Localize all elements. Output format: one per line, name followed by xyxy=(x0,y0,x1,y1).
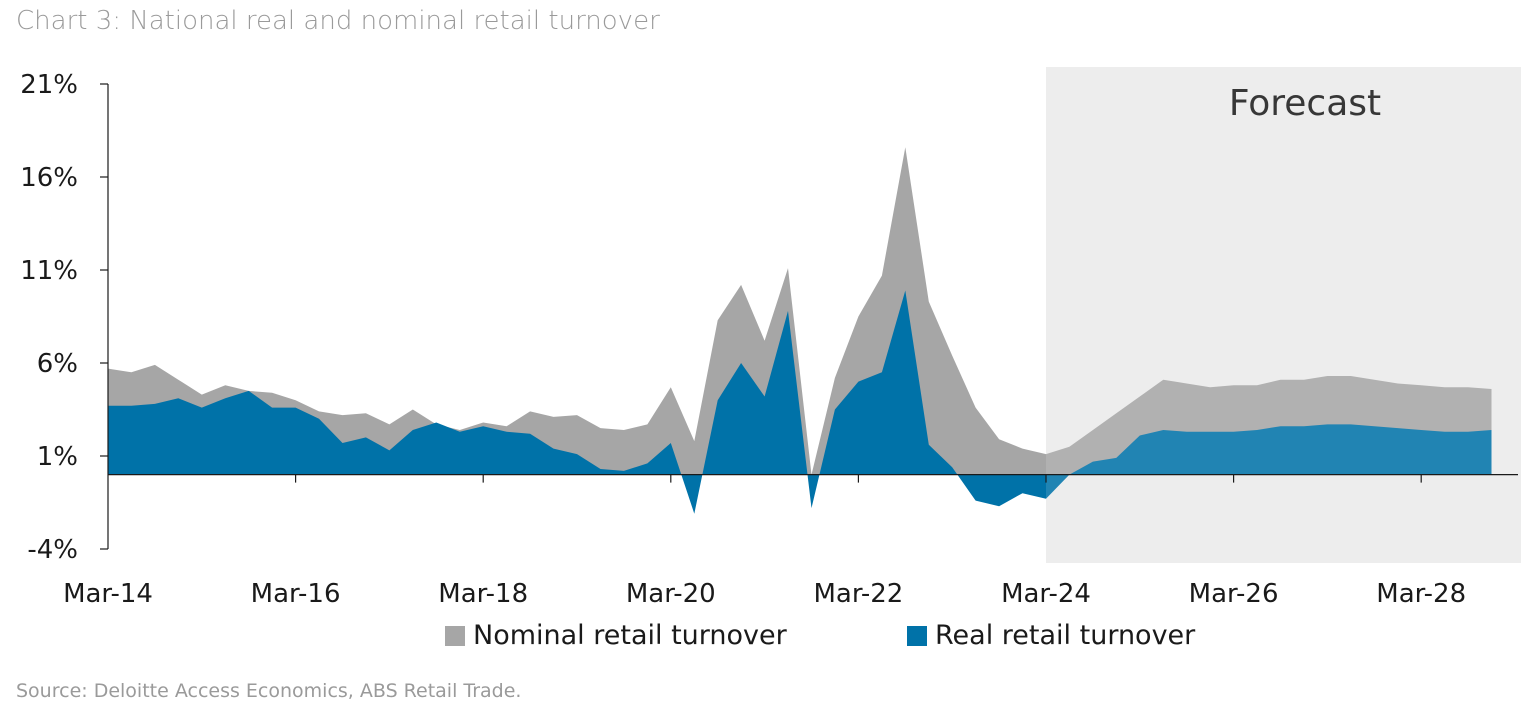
x-axis-ticks: Mar-14 Mar-16 Mar-18 Mar-20 Mar-22 Mar-24 Mar-… xyxy=(63,474,1466,609)
y-tick-label: 1% xyxy=(37,442,78,472)
legend-swatch-real xyxy=(907,625,927,646)
y-tick-label: 6% xyxy=(37,349,78,379)
legend-item-real: Real retail turnover xyxy=(907,620,1195,651)
legend-swatch-nominal xyxy=(445,625,465,646)
legend-label-real: Real retail turnover xyxy=(935,620,1196,651)
legend-label-nominal: Nominal retail turnover xyxy=(473,620,787,651)
chart-axes xyxy=(107,84,1518,549)
chart-areas xyxy=(108,67,1521,563)
y-tick-label: 11% xyxy=(20,256,78,286)
x-tick-label: Mar-28 xyxy=(1376,579,1466,609)
chart-title: Chart 3: National real and nominal retai… xyxy=(16,6,660,36)
x-tick-label: Mar-24 xyxy=(1001,579,1091,609)
x-tick-label: Mar-14 xyxy=(63,579,153,609)
x-tick-label: Mar-26 xyxy=(1189,579,1279,609)
y-tick-label: 16% xyxy=(20,163,78,193)
forecast-shade xyxy=(1046,67,1521,563)
legend-item-nominal: Nominal retail turnover xyxy=(445,620,787,651)
x-tick-label: Mar-20 xyxy=(626,579,716,609)
forecast-region: Forecast xyxy=(1046,67,1521,563)
y-axis-ticks: -4% 1% 6% 11% 16% 21% xyxy=(20,70,108,565)
series-area-nominal xyxy=(108,147,1492,475)
y-tick-label: 21% xyxy=(20,70,78,100)
x-tick-label: Mar-16 xyxy=(251,579,341,609)
x-tick-label: Mar-22 xyxy=(813,579,903,609)
series-area-real xyxy=(108,290,1492,514)
forecast-label: Forecast xyxy=(1229,83,1381,124)
x-tick-label: Mar-18 xyxy=(438,579,528,609)
y-tick-label: -4% xyxy=(27,535,78,565)
source-note: Source: Deloitte Access Economics, ABS R… xyxy=(16,680,522,702)
forecast-overlay xyxy=(1046,67,1521,563)
